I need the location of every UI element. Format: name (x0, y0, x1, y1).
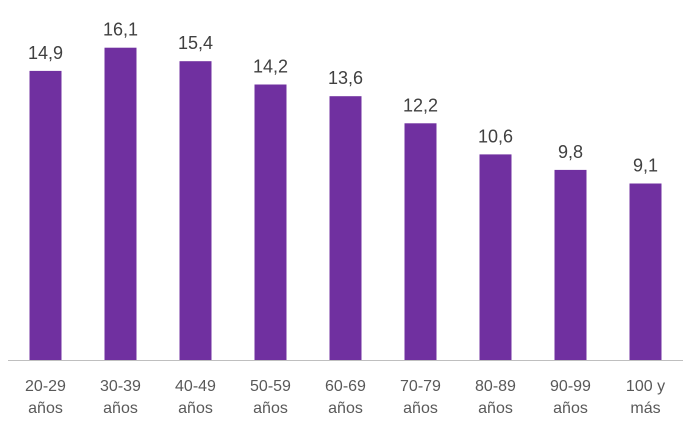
tick-label-3-line-0: 50-59 (250, 378, 291, 395)
bar-1 (104, 47, 137, 360)
tick-label-0-line-0: 20-29 (25, 378, 66, 395)
bar-5 (404, 123, 437, 360)
tick-label-8-line-1: más (630, 400, 660, 417)
bar-3 (254, 84, 287, 360)
tick-label-8-line-0: 100 y (626, 378, 665, 395)
value-label-2: 15,4 (178, 33, 213, 53)
value-label-1: 16,1 (103, 20, 138, 40)
tick-label-2-line-1: años (178, 400, 213, 417)
value-labels-group: 14,9 16,1 15,4 14,2 13,6 12,2 10,6 9,8 9,1 (28, 20, 658, 176)
bar-6 (479, 154, 512, 360)
value-label-4: 13,6 (328, 68, 363, 88)
tick-label-5-line-0: 70-79 (400, 378, 441, 395)
value-label-6: 10,6 (478, 126, 513, 146)
bars-group (29, 47, 662, 361)
tick-label-3-line-1: años (253, 400, 288, 417)
tick-label-4-line-0: 60-69 (325, 378, 366, 395)
bar-2 (179, 61, 212, 360)
value-label-8: 9,1 (633, 156, 658, 176)
value-label-7: 9,8 (558, 142, 583, 162)
tick-label-1-line-0: 30-39 (100, 378, 141, 395)
tick-label-0-line-1: años (28, 400, 63, 417)
bar-4 (329, 96, 362, 360)
tick-label-7-line-0: 90-99 (550, 378, 591, 395)
tick-label-6-line-1: años (478, 400, 513, 417)
tick-label-6-line-0: 80-89 (475, 378, 516, 395)
bar-7 (554, 169, 587, 360)
bar-0 (29, 70, 62, 361)
x-tick-labels-group: 20-29 años 30-39 años 40-49 años 50-59 años 60-6… (25, 378, 665, 417)
value-label-3: 14,2 (253, 57, 288, 77)
bar-8 (629, 183, 662, 360)
tick-label-2-line-0: 40-49 (175, 378, 216, 395)
tick-label-4-line-1: años (328, 400, 363, 417)
value-label-0: 14,9 (28, 43, 63, 63)
tick-label-7-line-1: años (553, 400, 588, 417)
value-label-5: 12,2 (403, 95, 438, 115)
tick-label-1-line-1: años (103, 400, 138, 417)
tick-label-5-line-1: años (403, 400, 438, 417)
